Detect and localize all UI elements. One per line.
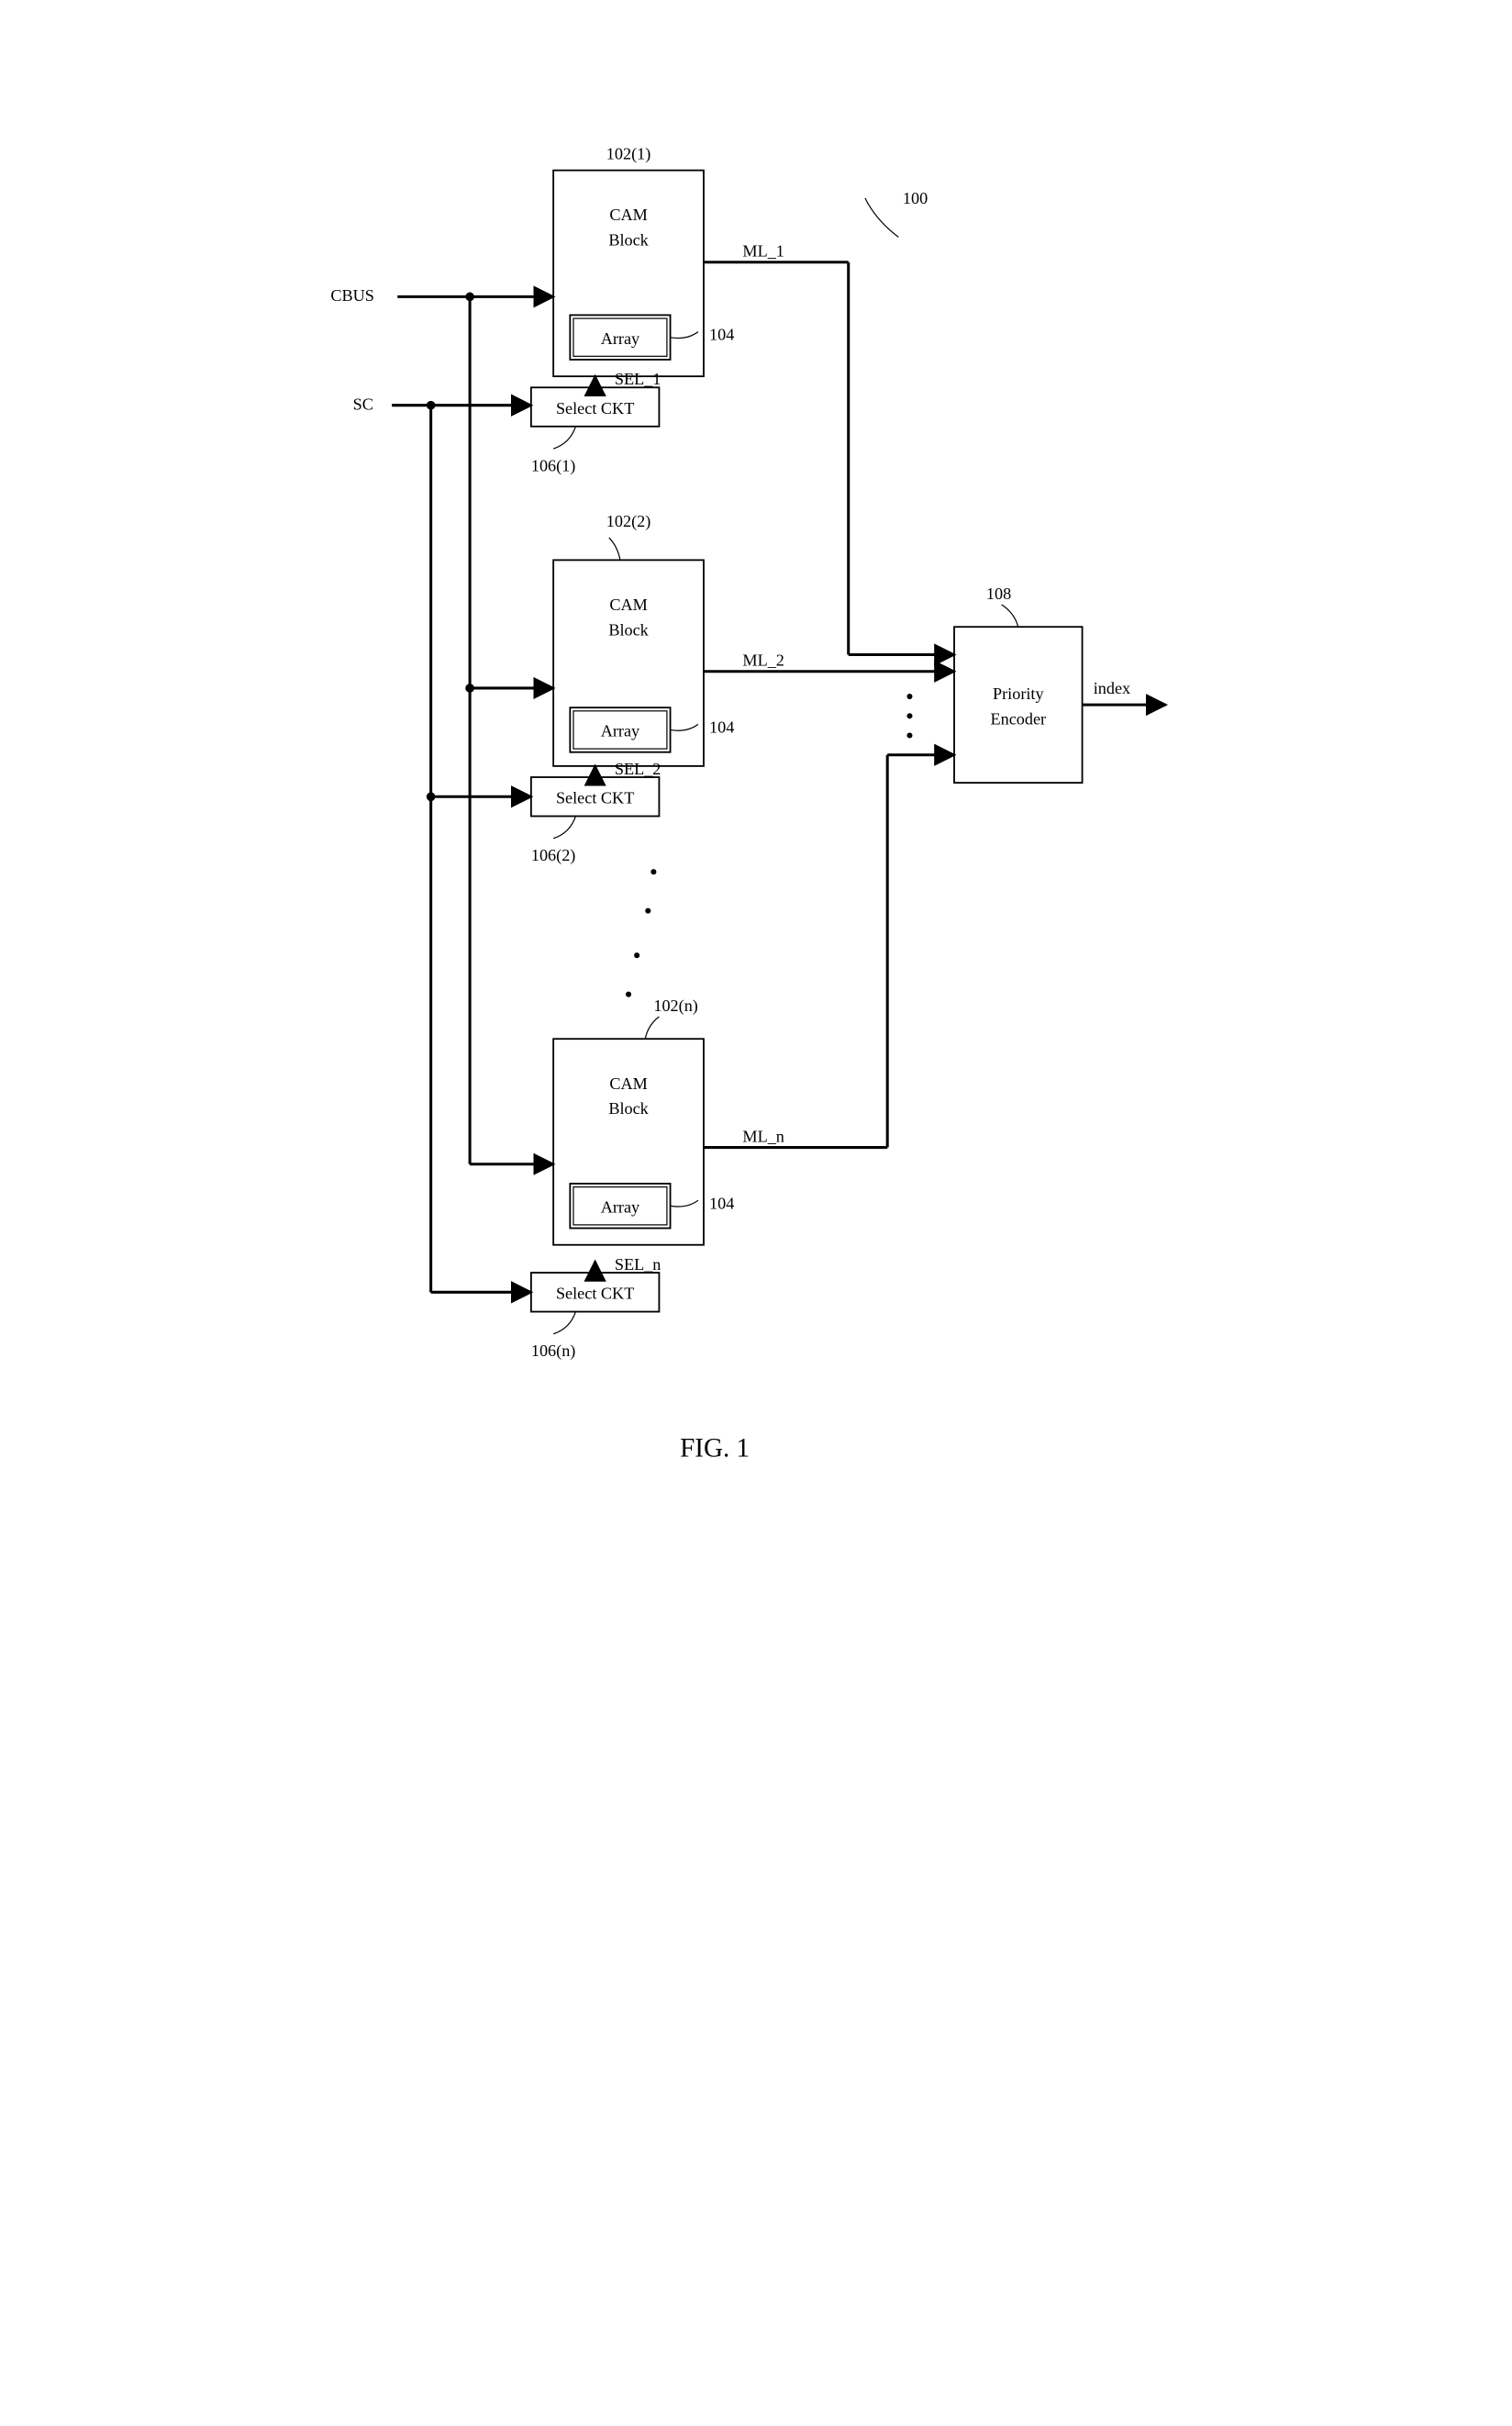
cam-block-1-ref: 102(1) [606,144,651,163]
select-ckt-n-ref: 106(n) [531,1341,576,1361]
sc-junction-2 [427,792,436,801]
ml-n-label: ML_n [742,1127,784,1145]
cam-block-1-label-line2: Block [608,231,649,250]
select-ckt-2-ref: 106(2) [531,846,576,865]
array-2-ref: 104 [709,718,734,736]
priority-encoder-ref: 108 [986,584,1011,603]
cbus-label: CBUS [330,286,374,305]
select-ckt-n: Select CKT SEL_n 106(n) [531,1255,662,1361]
select-ckt-1-label: Select CKT [556,399,634,417]
ellipsis-dot [906,713,912,718]
ellipsis-dot [645,908,650,914]
figure-title: FIG. 1 [680,1433,750,1463]
index-label: index [1094,679,1130,697]
sc-label: SC [353,395,373,414]
ellipsis-dot [626,992,631,997]
overall-ref-label: 100 [903,189,928,207]
priority-encoder: Priority Encoder 108 index [954,584,1166,783]
array-n-label: Array [601,1198,640,1217]
array-1-label: Array [601,329,640,348]
cam-block-1-label-line1: CAM [609,206,647,224]
diagram-canvas: CBUS SC CAM Block 102(1) Array 104 ML_1 … [297,37,1215,1508]
ml-2-label: ML_2 [742,651,784,670]
array-2-label: Array [601,722,640,740]
cam-block-n: CAM Block 102(n) Array 104 ML_n [553,755,954,1245]
array-1-ref-tick [671,332,698,339]
select-ckt-n-label: Select CKT [556,1285,634,1303]
cam-block-n-label-line2: Block [608,1099,649,1118]
ellipsis-dot [634,952,639,958]
ellipsis-dot [906,732,912,738]
cam-block-n-ref: 102(n) [653,996,698,1016]
select-ckt-2: Select CKT SEL_2 106(2) [531,760,662,865]
ml-1-label: ML_1 [742,242,784,261]
priority-encoder-line2: Encoder [991,709,1047,728]
cam-block-2-label-line1: CAM [609,595,647,614]
select-ckt-1-ref: 106(1) [531,456,576,475]
sel-n-label: SEL_n [615,1255,662,1274]
cam-block-n-label-line1: CAM [609,1074,647,1093]
priority-encoder-line1: Priority [993,684,1044,703]
sc-junction-1 [427,401,436,410]
ellipsis-dot [650,869,656,874]
cbus-junction-2 [465,684,474,693]
cbus-junction-1 [465,293,474,302]
sel-2-label: SEL_2 [615,760,662,778]
cam-block-2-label-line2: Block [608,620,649,639]
ellipsis-dot [906,694,912,699]
select-ckt-2-label: Select CKT [556,789,634,807]
array-1-ref: 104 [709,326,734,344]
cam-block-2-ref: 102(2) [606,512,651,531]
sel-1-label: SEL_1 [615,370,662,388]
select-ckt-1: Select CKT SEL_1 106(1) [531,370,662,475]
array-n-ref: 104 [709,1194,734,1212]
overall-ref: 100 [865,189,928,237]
cam-block-2: CAM Block 102(2) Array 104 ML_2 [553,512,954,766]
